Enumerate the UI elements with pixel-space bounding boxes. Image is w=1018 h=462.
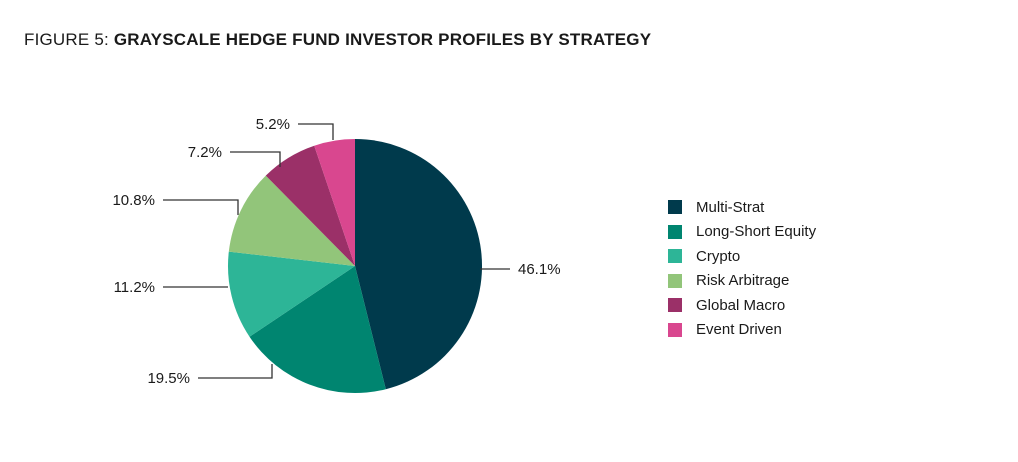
legend-item: Crypto bbox=[668, 244, 816, 269]
pie-slice-multi-strat bbox=[355, 139, 483, 390]
legend-swatch bbox=[668, 249, 682, 264]
chart-title-main: GRAYSCALE HEDGE FUND INVESTOR PROFILES B… bbox=[113, 30, 652, 49]
legend-item: Long-Short Equity bbox=[668, 220, 816, 245]
slice-value-label: 19.5% bbox=[147, 370, 190, 387]
chart-legend: Multi-Strat Long-Short Equity Crypto Risk A… bbox=[668, 195, 816, 342]
slice-value-label: 10.8% bbox=[112, 192, 155, 209]
leader-line bbox=[198, 364, 273, 379]
legend-swatch bbox=[668, 273, 682, 288]
legend-item: Risk Arbitrage bbox=[668, 269, 816, 294]
legend-item: Event Driven bbox=[668, 318, 816, 343]
slice-value-label: 5.2% bbox=[256, 116, 290, 133]
leader-line bbox=[230, 151, 281, 167]
slice-value-label: 7.2% bbox=[188, 144, 222, 161]
pie-slice-global-macro bbox=[265, 145, 355, 266]
legend-swatch bbox=[668, 224, 682, 239]
legend-item: Multi-Strat bbox=[668, 195, 816, 220]
legend-label: Risk Arbitrage bbox=[696, 272, 790, 290]
legend-swatch bbox=[668, 200, 682, 215]
slice-value-label: 46.1% bbox=[518, 261, 561, 278]
legend-label: Global Macro bbox=[696, 296, 786, 314]
pie-slice-crypto bbox=[227, 251, 355, 337]
legend-label: Crypto bbox=[696, 247, 741, 265]
leader-line bbox=[163, 199, 239, 215]
legend-swatch bbox=[668, 322, 682, 337]
pie-slice-long-short-equity bbox=[249, 266, 386, 394]
legend-label: Event Driven bbox=[696, 321, 782, 339]
chart-title: FIGURE 5: GRAYSCALE HEDGE FUND INVESTOR … bbox=[24, 30, 651, 50]
chart-title-prefix: FIGURE 5: bbox=[24, 30, 114, 49]
legend-item: Global Macro bbox=[668, 293, 816, 318]
leader-line bbox=[298, 123, 334, 140]
pie-slice-event-driven bbox=[314, 139, 355, 266]
legend-label: Multi-Strat bbox=[696, 198, 765, 216]
legend-swatch bbox=[668, 298, 682, 313]
slice-value-label: 11.2% bbox=[114, 279, 155, 296]
legend-label: Long-Short Equity bbox=[696, 223, 817, 241]
pie-slice-risk-arbitrage bbox=[228, 175, 355, 266]
